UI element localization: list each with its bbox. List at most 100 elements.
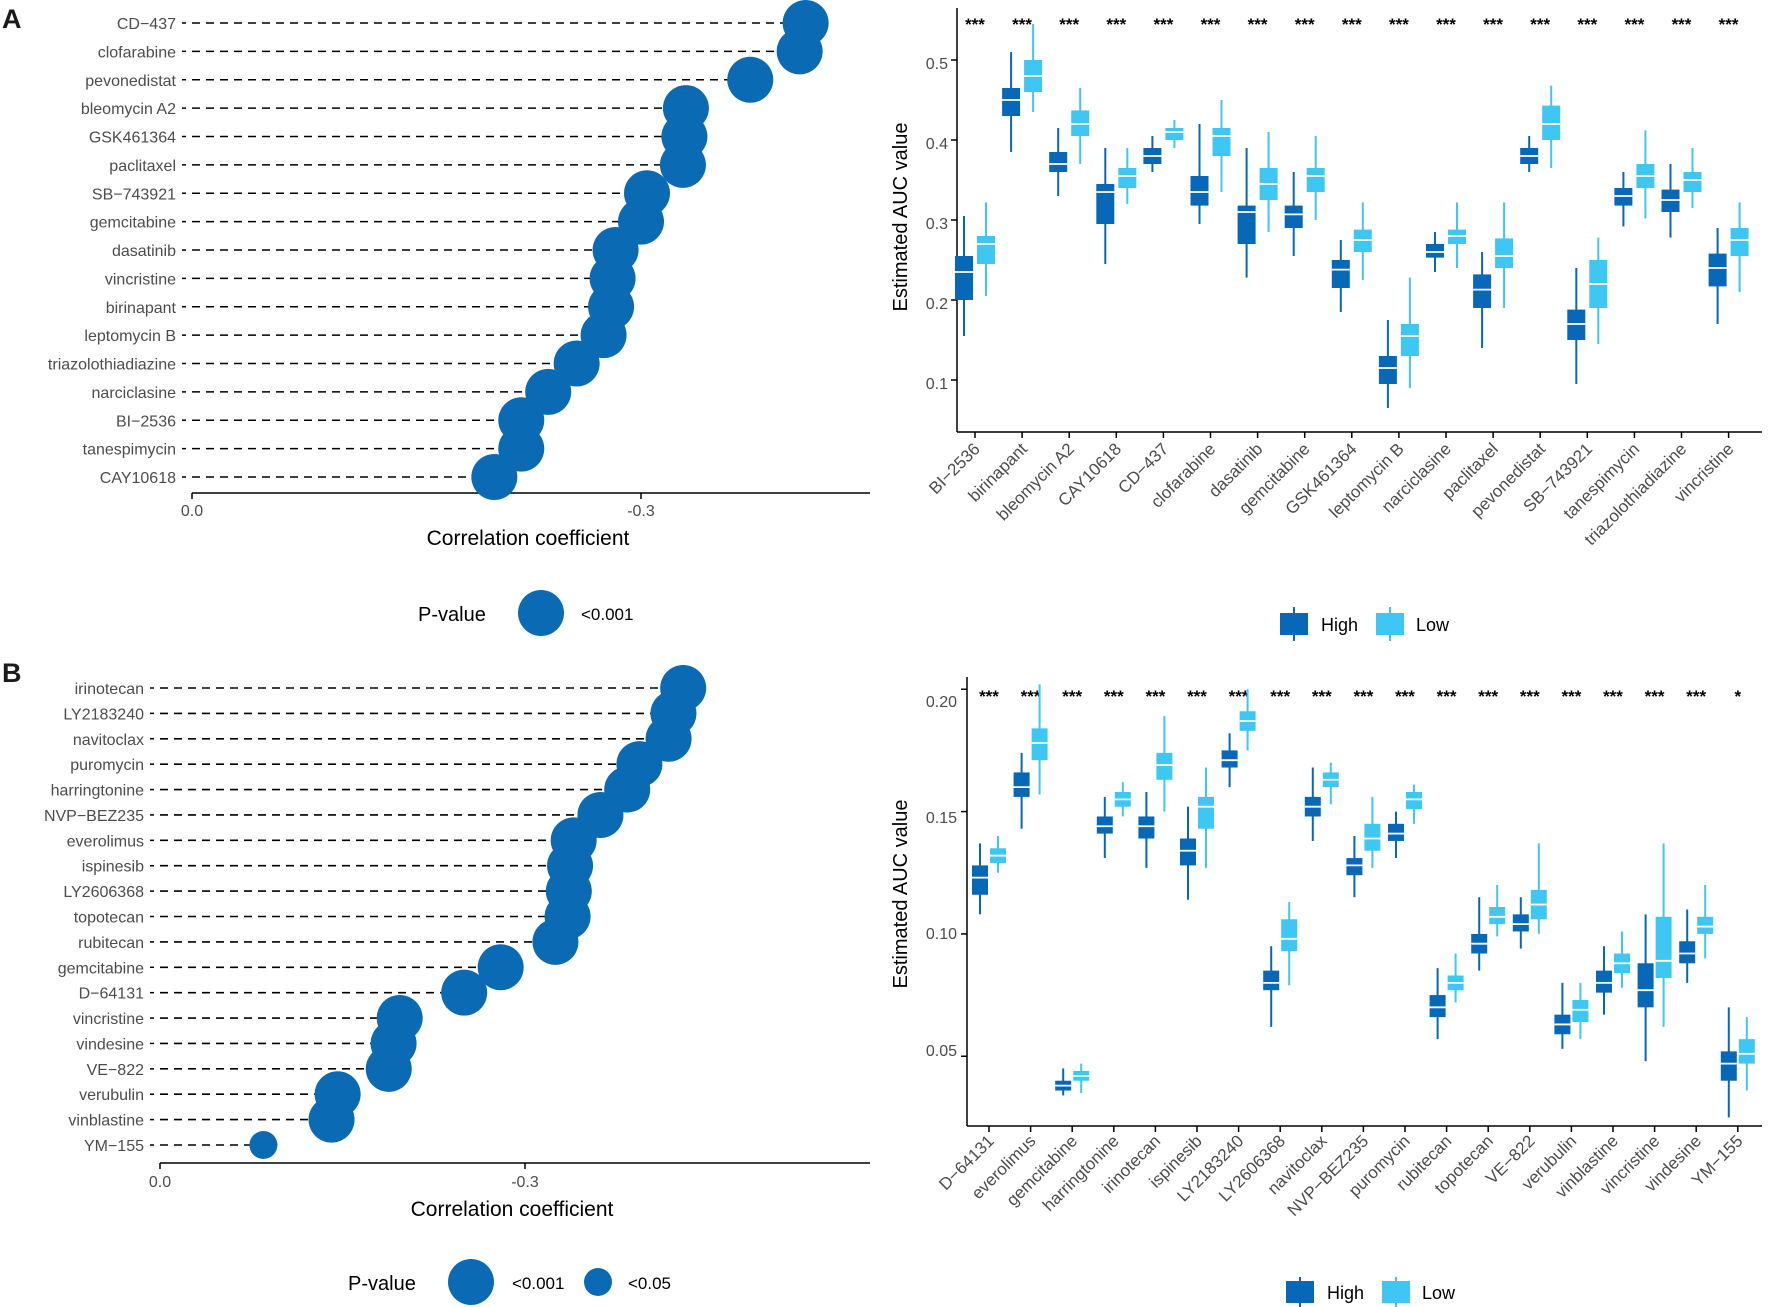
b-boxplot-y-tick-0.05: 0.05 — [926, 1043, 957, 1060]
a-lollipop-label-pevonedistat: pevonedistat — [85, 73, 176, 90]
b-box-high-everolimus — [1013, 772, 1030, 797]
a-box-high-dasatinib — [1237, 205, 1256, 244]
a-boxplot-significance-bi-2536: *** — [965, 15, 985, 34]
b-lollipop-label-nvp-bez235: NVP−BEZ235 — [44, 808, 144, 825]
b-box-low-puromycin — [1406, 792, 1422, 810]
b-boxplot-significance-ly2183240: *** — [1229, 687, 1249, 706]
a-lollipop-label-sb-743921: SB−743921 — [92, 186, 176, 203]
a-box-low-leptomycin-b — [1400, 324, 1419, 356]
b-legend-dot-large — [448, 1259, 494, 1305]
b-lollipop-label-gemcitabine: gemcitabine — [58, 960, 144, 977]
a-lollipop-label-triazolothiadiazine: triazolothiadiazine — [48, 357, 176, 374]
a-box-low-triazolothiadiazine — [1683, 172, 1702, 192]
b-box-high-ly2606368 — [1263, 970, 1280, 991]
a-lollipop-label-vincristine: vincristine — [105, 271, 176, 288]
b-lollipop-axis-labels: 0.0 -0.3 Correlation coefficient — [149, 1174, 614, 1221]
b-box-high-ly2183240 — [1221, 750, 1238, 768]
a-lollipop-legend: P-value <0.001 — [418, 590, 633, 636]
b-boxplot-significance-d-64131: *** — [979, 687, 999, 706]
a-boxplot-y-tick-0.2: 0.2 — [926, 296, 948, 313]
b-box-high-vincristine — [1637, 963, 1654, 1008]
b-lollipop-dot-gemcitabine — [477, 944, 524, 991]
b-lollipop-label-puromycin: puromycin — [70, 757, 144, 774]
a-boxplot-significance-paclitaxel: *** — [1483, 15, 1503, 34]
a-lollipop-label-bi-2536: BI−2536 — [116, 413, 176, 430]
b-boxplot-significance-puromycin: *** — [1395, 687, 1415, 706]
b-box-high-vinblastine — [1596, 970, 1612, 993]
b-boxplot-significance-gemcitabine: *** — [1062, 687, 1082, 706]
b-lollipop-dot-vinblastine — [308, 1096, 355, 1143]
b-lollipop-label-vincristine: vincristine — [73, 1011, 144, 1028]
a-box-low-cd-437 — [1165, 128, 1184, 140]
a-boxplot-plot: BI−2536***birinapant***bleomycin A2***CA… — [925, 8, 1762, 549]
a-boxplot-significance-tanespimycin: *** — [1624, 15, 1644, 34]
b-legend-label-low: Low — [1422, 1283, 1456, 1303]
a-lollipop-dot-paclitaxel — [659, 141, 706, 188]
b-lollipop-label-d-64131: D−64131 — [79, 986, 144, 1003]
a-boxplot-significance-cay10618: *** — [1106, 15, 1126, 34]
a-lollipop-dot-pevonedistat — [727, 56, 774, 103]
b-lollipop-label-vindesine: vindesine — [76, 1036, 144, 1053]
a-box-low-pevonedistat — [1542, 105, 1561, 140]
a-boxplot-significance-birinapant: *** — [1012, 15, 1032, 34]
a-box-high-leptomycin-b — [1378, 356, 1397, 384]
b-box-low-vindesine — [1697, 916, 1714, 934]
a-legend-dot-large — [518, 590, 564, 636]
a-boxplot-significance-cd-437: *** — [1153, 15, 1173, 34]
b-box-low-vincristine — [1655, 916, 1672, 978]
a-boxplot-significance-gemcitabine: *** — [1295, 15, 1315, 34]
b-boxplot-significance-ly2606368: *** — [1270, 687, 1290, 706]
a-lollipop-label-tanespimycin: tanespimycin — [83, 442, 176, 459]
a-box-low-gemcitabine — [1306, 168, 1325, 192]
a-legend-label-high: High — [1321, 615, 1358, 635]
b-box-low-ly2606368 — [1281, 919, 1298, 952]
b-box-high-ispinesib — [1180, 838, 1196, 866]
a-boxplot-y-tick-0.5: 0.5 — [926, 56, 948, 73]
a-box-high-birinapant — [1002, 88, 1021, 116]
b-lollipop-label-vinblastine: vinblastine — [68, 1113, 144, 1130]
b-lollipop-tick-label-0: 0.0 — [149, 1174, 171, 1191]
b-box-high-rubitecan — [1429, 995, 1446, 1018]
b-box-low-nvp-bez235 — [1364, 823, 1381, 851]
b-lollipop-label-irinotecan: irinotecan — [75, 681, 144, 698]
b-box-low-ispinesib — [1198, 796, 1214, 829]
b-boxplot-significance-nvp-bez235: *** — [1353, 687, 1373, 706]
b-lollipop-x-axis-title: Correlation coefficient — [411, 1198, 614, 1221]
b-lollipop-label-ym-155: YM−155 — [84, 1138, 144, 1155]
b-lollipop-label-harringtonine: harringtonine — [51, 783, 145, 800]
a-boxplot-y-tick-0.1: 0.1 — [926, 376, 948, 393]
b-boxplot-significance-harringtonine: *** — [1104, 687, 1124, 706]
a-boxplot-significance-leptomycin-b: *** — [1389, 15, 1409, 34]
b-boxplot-plot: D−64131***everolimus***gemcitabine***har… — [935, 677, 1762, 1220]
b-box-high-d-64131 — [972, 865, 988, 895]
a-boxplot-significance-bleomycin-a2: *** — [1059, 15, 1079, 34]
b-lollipop-dot-d-64131 — [441, 969, 488, 1016]
a-lollipop-label-clofarabine: clofarabine — [98, 44, 176, 61]
panel-label-b: B — [2, 658, 22, 688]
b-lollipop-dot-ym-155 — [249, 1131, 278, 1159]
b-legend-title: P-value — [348, 1273, 416, 1295]
a-box-low-cay10618 — [1118, 168, 1137, 188]
b-box-high-harringtonine — [1096, 816, 1113, 834]
b-boxplot-y-tick-0.10: 0.10 — [926, 926, 957, 943]
b-lollipop-dot-ve-822 — [365, 1045, 412, 1092]
a-box-low-paclitaxel — [1495, 238, 1514, 268]
b-boxplot-significance-topotecan: *** — [1478, 687, 1498, 706]
b-box-low-verubulin — [1572, 999, 1589, 1023]
b-boxplot-significance-navitoclax: *** — [1312, 687, 1332, 706]
a-box-high-gemcitabine — [1284, 205, 1303, 228]
a-lollipop-label-cay10618: CAY10618 — [100, 470, 176, 487]
a-lollipop-tick-label-0: 0.0 — [181, 503, 203, 520]
a-boxplot-y-axis-title: Estimated AUC value — [890, 123, 912, 312]
a-boxplot-significance-vincristine: *** — [1719, 15, 1739, 34]
a-box-high-gsk461364 — [1331, 260, 1350, 288]
b-box-high-puromycin — [1388, 823, 1404, 841]
a-boxplot-significance-narciclasine: *** — [1436, 15, 1456, 34]
b-boxplot-y-tick-0.20: 0.20 — [926, 694, 957, 711]
b-lollipop-legend: P-value <0.001 <0.05 — [348, 1259, 671, 1305]
a-box-low-vincristine — [1730, 228, 1749, 256]
b-lollipop-label-everolimus: everolimus — [67, 833, 144, 850]
b-lollipop-label-navitoclax: navitoclax — [73, 732, 144, 749]
a-boxplot-significance-triazolothiadiazine: *** — [1672, 15, 1692, 34]
